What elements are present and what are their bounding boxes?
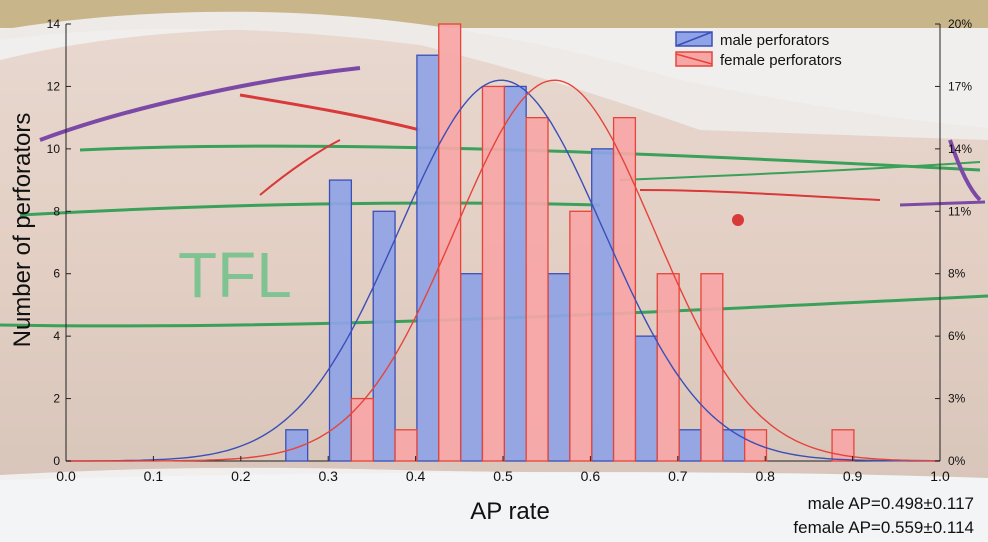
y-tick-label: 4 (53, 329, 60, 343)
y-tick-label: 14 (47, 17, 61, 31)
bar-female (744, 429, 768, 462)
bar-male (285, 429, 309, 462)
bar-female (394, 429, 418, 462)
y2-tick-label: 8% (948, 267, 966, 281)
bar-male (459, 273, 484, 462)
marker-line-purple (899, 200, 986, 207)
marker-line-purple (948, 139, 982, 202)
bar-male (503, 85, 527, 462)
bar-female (656, 273, 680, 462)
female-ap-stat: female AP=0.559±0.114 (793, 518, 974, 537)
y2-tick-label: 14% (948, 142, 972, 156)
male-ap-stat: male AP=0.498±0.117 (807, 494, 974, 513)
y2-tick-label: 0% (948, 454, 966, 468)
bar-male (678, 429, 702, 462)
y-tick-label: 6 (53, 267, 60, 281)
legend-label-female: female perforators (720, 52, 842, 69)
y-tick-label: 10 (47, 142, 61, 156)
bar-male (591, 148, 615, 462)
x-tick-label: 0.0 (56, 468, 76, 484)
y2-tick-label: 3% (948, 392, 966, 406)
x-tick-label: 0.5 (493, 468, 513, 484)
y-axis-label: Number of perforators (9, 113, 36, 348)
marker-line-green (619, 161, 981, 181)
normal-curve-male (65, 79, 940, 462)
marker-line-green (79, 144, 981, 172)
legend-label-male: male perforators (720, 32, 829, 49)
bar-female (481, 85, 505, 462)
x-tick-label: 0.1 (144, 468, 164, 484)
marker-line-purple (39, 66, 361, 142)
bar-female (569, 210, 593, 462)
bar-female (700, 273, 724, 462)
y2-tick-label: 11% (948, 204, 971, 218)
bar-female (350, 397, 374, 462)
y-tick-label: 2 (53, 392, 60, 406)
bar-male (547, 273, 571, 462)
normal-curve-female (66, 79, 941, 462)
bar-female (525, 116, 549, 462)
bar-male (372, 210, 396, 462)
marker-line-red (259, 139, 341, 196)
bar-female (831, 429, 855, 462)
x-tick-label: 0.8 (755, 468, 775, 484)
x-tick-label: 1.0 (930, 468, 950, 484)
photo-tfl-label: TFL (178, 239, 292, 311)
y2-tick-label: 6% (948, 329, 966, 343)
y2-tick-label: 20% (948, 17, 972, 31)
x-tick-label: 0.2 (231, 468, 251, 484)
bar-male (416, 54, 440, 462)
x-tick-label: 0.9 (843, 468, 863, 484)
x-tick-label: 0.6 (581, 468, 601, 484)
y-tick-label: 0 (53, 454, 60, 468)
y-tick-label: 12 (47, 79, 61, 93)
bar-male (634, 335, 658, 462)
x-tick-label: 0.3 (318, 468, 338, 484)
y2-tick-label: 17% (948, 79, 972, 93)
x-axis-label: AP rate (470, 498, 550, 525)
x-tick-label: 0.7 (668, 468, 688, 484)
marker-line-red (639, 189, 881, 201)
bar-male (328, 179, 353, 462)
bar-female (612, 116, 637, 462)
legend: male perforators female perforators (675, 31, 842, 69)
y-tick-label: 8 (53, 204, 60, 218)
bar-male (722, 429, 746, 462)
marker-line-red (239, 93, 421, 132)
x-tick-label: 0.4 (406, 468, 426, 484)
